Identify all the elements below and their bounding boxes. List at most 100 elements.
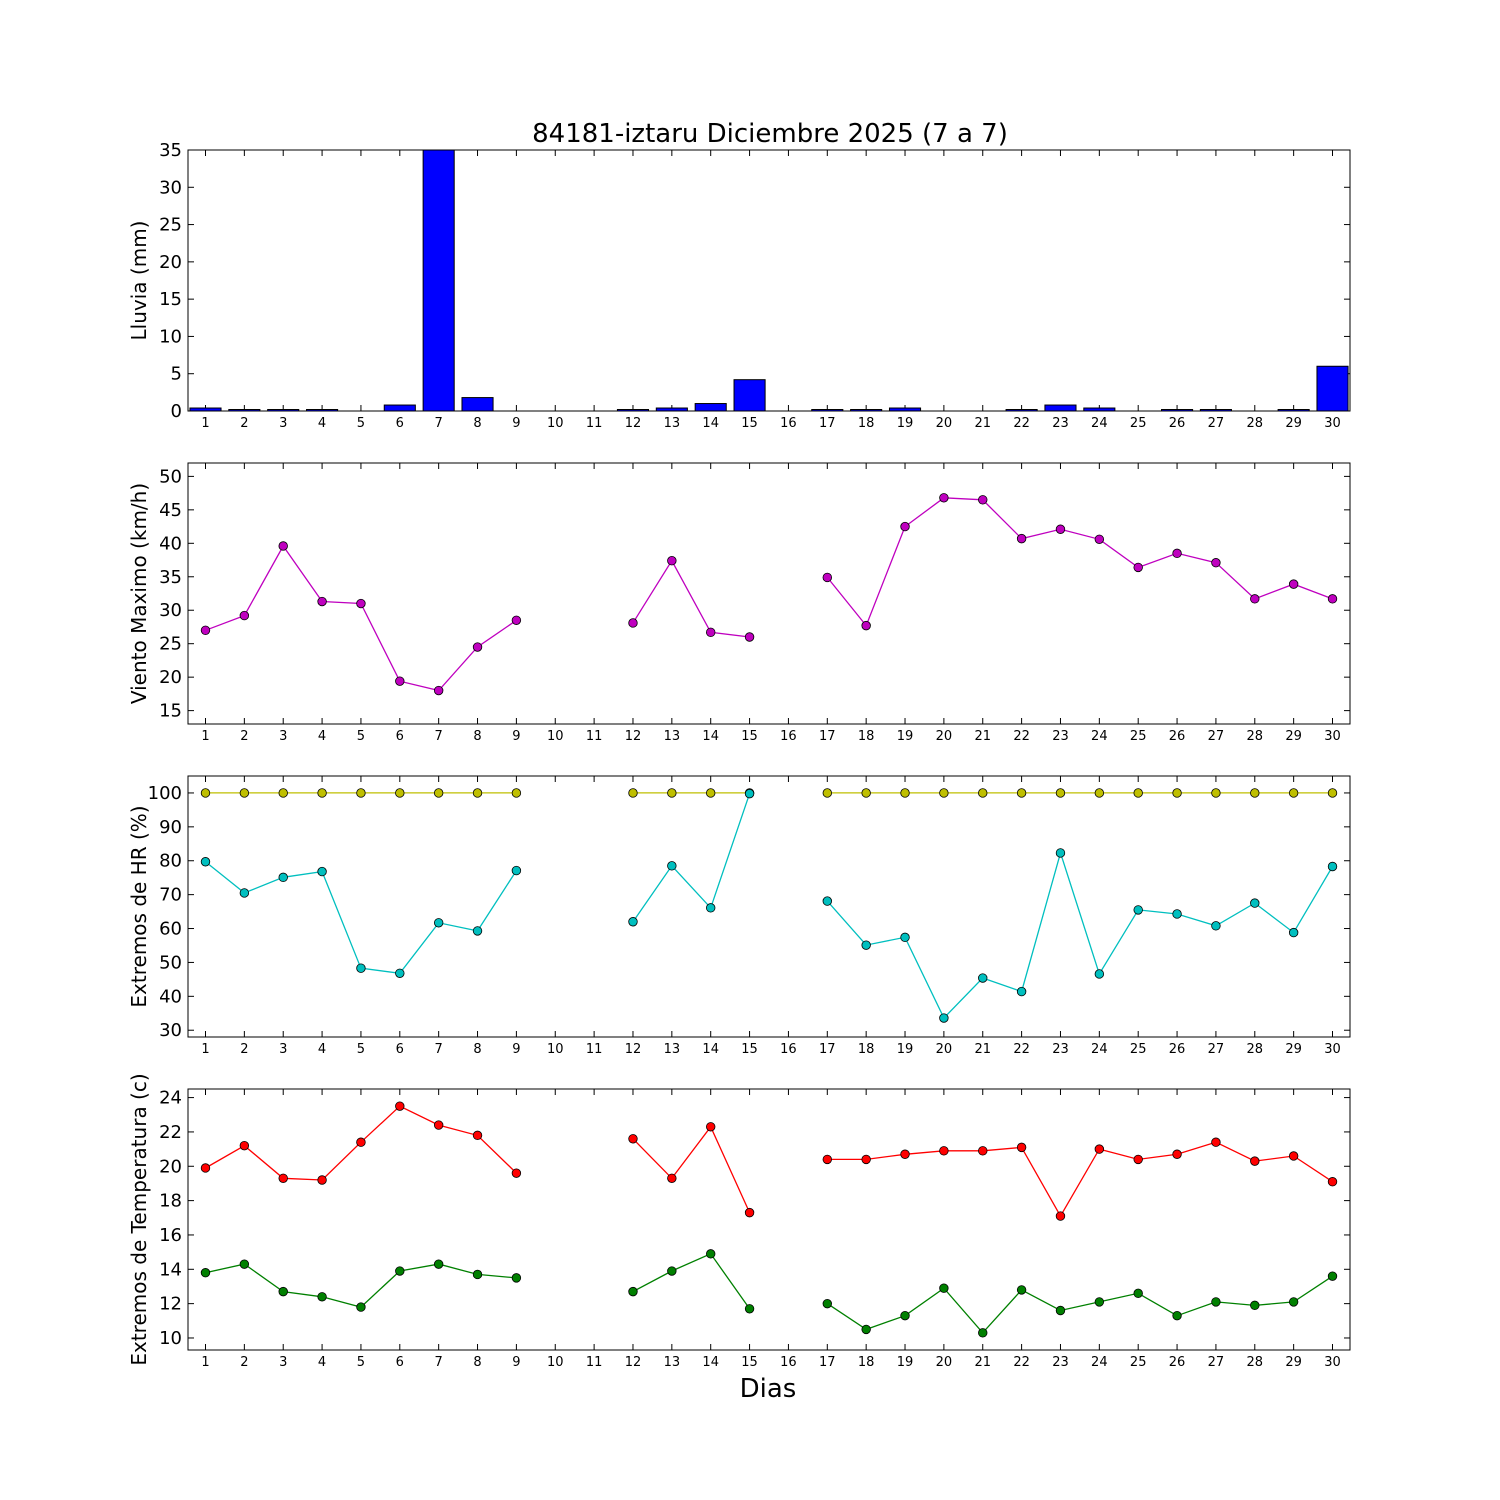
data-point <box>1055 1211 1066 1221</box>
x-tick-label: 25 <box>1130 1355 1147 1370</box>
x-tick-label: 16 <box>780 1355 797 1370</box>
x-tick-label: 3 <box>279 416 287 431</box>
data-point <box>395 788 405 798</box>
x-tick-label: 9 <box>512 1355 520 1370</box>
x-tick-label: 17 <box>819 1042 836 1057</box>
data-point <box>1133 562 1143 573</box>
x-tick-label: 11 <box>586 416 603 431</box>
data-point <box>433 1120 444 1130</box>
data-point <box>822 572 832 583</box>
x-tick-label: 18 <box>858 1042 875 1057</box>
x-tick-label: 25 <box>1130 1042 1147 1057</box>
data-point <box>433 1259 444 1269</box>
data-point <box>900 521 910 532</box>
data-point <box>978 973 988 983</box>
data-point <box>744 788 755 799</box>
x-tick-label: 17 <box>819 729 836 744</box>
x-tick-label: 26 <box>1169 1042 1186 1057</box>
x-tick-label: 7 <box>435 1355 443 1370</box>
x-tick-label: 16 <box>780 416 797 431</box>
x-tick-label: 24 <box>1091 1355 1108 1370</box>
data-point <box>628 1286 638 1297</box>
data-point <box>978 495 988 505</box>
bar <box>655 407 688 412</box>
data-point <box>1133 1154 1143 1165</box>
data-point <box>706 788 716 798</box>
x-tick-label: 7 <box>435 729 443 744</box>
bar <box>616 409 650 412</box>
y-tick-label: 30 <box>159 1020 182 1041</box>
y-tick-label: 40 <box>159 533 182 554</box>
bar <box>1083 407 1116 412</box>
series-line <box>826 497 1333 627</box>
data-point <box>1055 524 1066 534</box>
data-point <box>1055 1305 1066 1316</box>
x-tick-label: 26 <box>1169 1355 1186 1370</box>
data-point <box>978 788 988 798</box>
plot-frame <box>187 462 1351 725</box>
x-tick-label: 11 <box>586 1355 603 1370</box>
x-tick-label: 18 <box>858 1355 875 1370</box>
x-tick-label: 18 <box>858 416 875 431</box>
y-tick-label: 20 <box>159 667 182 688</box>
data-point <box>744 1207 755 1218</box>
x-tick-label: 23 <box>1052 729 1069 744</box>
x-tick-label: 20 <box>936 1042 953 1057</box>
data-point <box>278 788 288 798</box>
x-tick-label: 20 <box>936 1355 953 1370</box>
data-point <box>822 788 832 798</box>
x-tick-label: 28 <box>1247 729 1264 744</box>
plot-frame <box>187 775 1351 1038</box>
x-tick-label: 10 <box>547 416 564 431</box>
x-tick-label: 12 <box>625 1355 642 1370</box>
x-tick-label: 24 <box>1091 729 1108 744</box>
series-line <box>827 1141 1333 1218</box>
x-tick-label: 3 <box>279 1355 287 1370</box>
data-point <box>1288 927 1299 938</box>
data-point <box>628 618 638 628</box>
x-tick-label: 8 <box>473 1042 481 1057</box>
y-tick-label: 14 <box>159 1259 182 1280</box>
data-point <box>511 1168 522 1178</box>
data-point <box>1250 1156 1260 1166</box>
x-tick-label: 28 <box>1247 416 1264 431</box>
bar <box>888 407 922 412</box>
x-tick-label: 29 <box>1285 1042 1302 1057</box>
y-tick-label: 50 <box>159 952 182 973</box>
series-line <box>632 1125 751 1213</box>
bar <box>1277 409 1310 412</box>
data-point <box>1211 1137 1221 1147</box>
x-tick-label: 19 <box>897 729 914 744</box>
x-tick-label: 2 <box>240 1355 248 1370</box>
data-point <box>1094 1297 1105 1307</box>
x-axis-label: Dias <box>740 1374 797 1404</box>
data-point <box>1211 558 1221 568</box>
y-tick-label: 70 <box>159 885 182 906</box>
x-tick-label: 10 <box>547 1355 564 1370</box>
y-tick-label: 45 <box>159 500 182 521</box>
data-point <box>317 866 327 877</box>
x-tick-label: 17 <box>819 416 836 431</box>
x-tick-label: 4 <box>318 729 326 744</box>
data-point <box>1211 921 1221 931</box>
data-point <box>200 1163 211 1173</box>
data-point <box>1327 788 1338 798</box>
x-tick-label: 23 <box>1052 1042 1069 1057</box>
x-tick-label: 7 <box>435 416 443 431</box>
x-tick-label: 12 <box>625 729 642 744</box>
data-point <box>706 627 716 638</box>
data-point <box>433 918 444 928</box>
data-point <box>1133 905 1143 915</box>
y-axis-label: Lluvia (mm) <box>127 221 151 341</box>
x-tick-label: 19 <box>897 1042 914 1057</box>
data-point <box>433 685 444 696</box>
data-point <box>278 872 288 883</box>
x-tick-label: 22 <box>1013 1355 1030 1370</box>
bar <box>1199 409 1232 412</box>
data-point <box>239 1259 250 1269</box>
x-tick-label: 28 <box>1247 1355 1264 1370</box>
data-point <box>1250 898 1260 908</box>
x-tick-label: 13 <box>664 729 681 744</box>
